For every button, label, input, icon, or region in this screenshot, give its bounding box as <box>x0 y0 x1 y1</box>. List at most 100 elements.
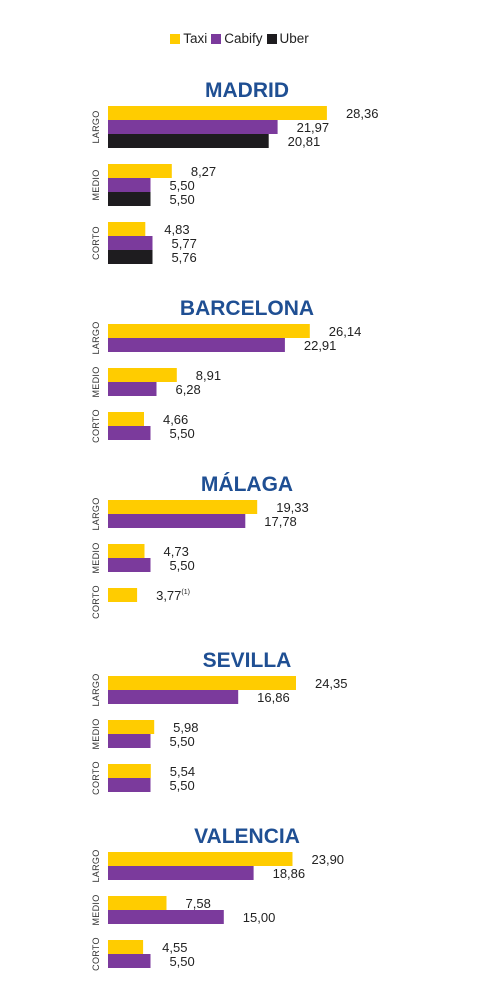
bar-madrid-medio-uber <box>108 192 151 206</box>
group-label-malaga-corto: CORTO <box>91 585 101 619</box>
city-title-barcelona: BARCELONA <box>180 297 314 320</box>
bar-malaga-medio-taxi <box>108 544 145 558</box>
group-label-valencia-corto: CORTO <box>91 937 101 971</box>
bar-malaga-largo-cabify <box>108 514 246 528</box>
bar-valencia-medio-taxi <box>108 896 167 910</box>
bar-valencia-largo-cabify <box>108 866 254 880</box>
bar-madrid-largo-uber <box>108 134 269 148</box>
value-label-barcelona-largo-taxi: 26,14 <box>329 324 362 339</box>
bar-barcelona-largo-cabify <box>108 338 285 352</box>
value-label-malaga-corto-taxi: 3,77(1) <box>156 588 190 603</box>
bar-barcelona-corto-cabify <box>108 426 151 440</box>
group-label-madrid-medio: MEDIO <box>91 169 101 200</box>
group-label-barcelona-largo: LARGO <box>91 321 101 354</box>
bar-barcelona-corto-taxi <box>108 412 144 426</box>
value-label-valencia-largo-cabify: 18,86 <box>273 866 306 881</box>
city-valencia: VALENCIA LARGO 23,90 18,86 MEDIO 7,58 15,00 COR… <box>91 825 344 971</box>
bar-sevilla-medio-cabify <box>108 734 151 748</box>
value-label-barcelona-largo-cabify: 22,91 <box>304 338 337 353</box>
bar-madrid-corto-taxi <box>108 222 146 236</box>
bar-sevilla-largo-taxi <box>108 676 296 690</box>
value-label-madrid-medio-cabify: 5,50 <box>169 178 194 193</box>
value-label-madrid-corto-taxi: 4,83 <box>164 222 189 237</box>
footnote-mark: (1) <box>181 589 190 596</box>
legend-item-taxi: Taxi <box>170 31 207 47</box>
bar-valencia-corto-cabify <box>108 954 151 968</box>
legend-swatch-uber <box>266 34 277 44</box>
bar-barcelona-largo-taxi <box>108 324 310 338</box>
value-label-sevilla-corto-cabify: 5,50 <box>169 778 194 793</box>
value-label-barcelona-medio-cabify: 6,28 <box>175 382 200 397</box>
group-label-malaga-largo: LARGO <box>91 497 101 530</box>
group-label-sevilla-largo: LARGO <box>91 673 101 706</box>
bar-sevilla-corto-cabify <box>108 778 151 792</box>
group-label-valencia-medio: MEDIO <box>91 894 101 925</box>
legend-swatch-cabify <box>211 34 222 44</box>
legend-item-cabify: Cabify <box>211 31 263 47</box>
value-label-valencia-largo-taxi: 23,90 <box>312 852 345 867</box>
bar-valencia-corto-taxi <box>108 940 144 954</box>
bar-sevilla-medio-taxi <box>108 720 155 734</box>
bar-madrid-medio-taxi <box>108 164 172 178</box>
value-label-malaga-medio-cabify: 5,50 <box>169 558 194 573</box>
value-label-valencia-corto-taxi: 4,55 <box>162 940 187 955</box>
value-label-valencia-medio-taxi: 7,58 <box>186 896 211 911</box>
bar-malaga-medio-cabify <box>108 558 151 572</box>
bar-madrid-largo-taxi <box>108 106 327 120</box>
bar-madrid-corto-uber <box>108 250 153 264</box>
value-label-barcelona-corto-taxi: 4,66 <box>163 412 188 427</box>
value-label-barcelona-corto-cabify: 5,50 <box>169 426 194 441</box>
value-label-madrid-medio-taxi: 8,27 <box>191 164 216 179</box>
bar-madrid-corto-cabify <box>108 236 153 250</box>
city-title-valencia: VALENCIA <box>194 825 300 848</box>
group-label-valencia-largo: LARGO <box>91 849 101 882</box>
group-label-madrid-corto: CORTO <box>91 226 101 260</box>
value-label-malaga-largo-cabify: 17,78 <box>264 514 297 529</box>
legend-label-cabify: Cabify <box>224 31 263 46</box>
group-label-malaga-medio: MEDIO <box>91 542 101 573</box>
city-title-sevilla: SEVILLA <box>203 649 292 672</box>
group-label-barcelona-medio: MEDIO <box>91 366 101 397</box>
bar-sevilla-largo-cabify <box>108 690 239 704</box>
bar-malaga-corto-taxi <box>108 588 138 602</box>
value-label-madrid-largo-cabify: 21,97 <box>297 120 330 135</box>
bar-malaga-largo-taxi <box>108 500 258 514</box>
value-label-madrid-largo-taxi: 28,36 <box>346 106 379 121</box>
bar-barcelona-medio-taxi <box>108 368 177 382</box>
value-label-sevilla-corto-taxi: 5,54 <box>170 764 195 779</box>
value-label-sevilla-largo-cabify: 16,86 <box>257 690 290 705</box>
group-label-madrid-largo: LARGO <box>91 110 101 143</box>
value-label-madrid-corto-cabify: 5,77 <box>172 236 197 251</box>
bar-valencia-largo-taxi <box>108 852 293 866</box>
legend-label-uber: Uber <box>279 31 309 46</box>
group-label-sevilla-corto: CORTO <box>91 761 101 795</box>
value-label-madrid-medio-uber: 5,50 <box>169 192 194 207</box>
bar-madrid-medio-cabify <box>108 178 151 192</box>
legend-swatch-taxi <box>170 34 181 44</box>
value-label-sevilla-largo-taxi: 24,35 <box>315 676 348 691</box>
value-label-valencia-medio-cabify: 15,00 <box>243 910 276 925</box>
value-label-valencia-corto-cabify: 5,50 <box>169 954 194 969</box>
value-label-malaga-medio-taxi: 4,73 <box>164 544 189 559</box>
legend-label-taxi: Taxi <box>183 31 208 46</box>
legend: Taxi Cabify Uber <box>0 31 479 47</box>
value-label-sevilla-medio-cabify: 5,50 <box>169 734 194 749</box>
value-label-madrid-corto-uber: 5,76 <box>171 250 196 265</box>
value-label-malaga-largo-taxi: 19,33 <box>276 500 309 515</box>
group-label-sevilla-medio: MEDIO <box>91 718 101 749</box>
value-label-barcelona-medio-taxi: 8,91 <box>196 368 221 383</box>
group-label-barcelona-corto: CORTO <box>91 409 101 443</box>
bar-madrid-largo-cabify <box>108 120 278 134</box>
city-title-madrid: MADRID <box>205 79 289 102</box>
bar-sevilla-corto-taxi <box>108 764 151 778</box>
value-label-madrid-largo-uber: 20,81 <box>288 134 321 149</box>
value-label-sevilla-medio-taxi: 5,98 <box>173 720 198 735</box>
bar-valencia-medio-cabify <box>108 910 224 924</box>
city-title-malaga: MÁLAGA <box>201 473 293 496</box>
bar-barcelona-medio-cabify <box>108 382 157 396</box>
